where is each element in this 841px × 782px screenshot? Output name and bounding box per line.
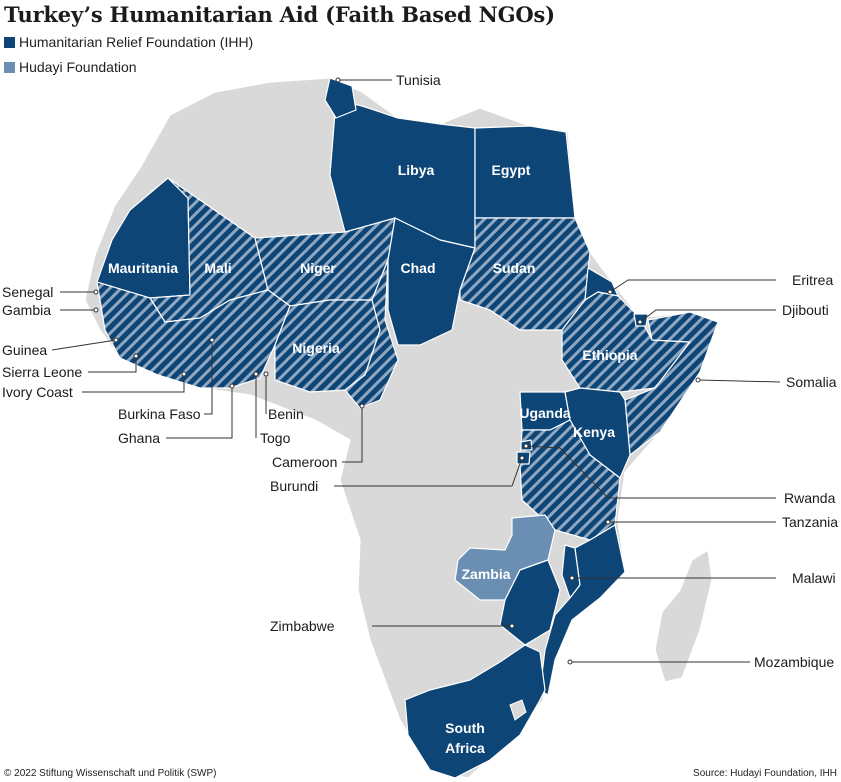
leader-burkina-faso <box>204 340 213 415</box>
leader-somalia <box>697 379 781 383</box>
leader-ivory-coast <box>82 374 185 393</box>
leader-guinea <box>51 339 117 351</box>
callout-ghana: Ghana <box>118 430 160 446</box>
callout-benin: Benin <box>268 406 304 422</box>
leader-djibouti <box>639 309 776 323</box>
label-libya: Libya <box>398 162 435 178</box>
callout-malawi: Malawi <box>792 570 836 586</box>
dot-guinea <box>113 337 119 343</box>
dot-tanzania <box>605 519 611 525</box>
callout-togo: Togo <box>260 430 291 446</box>
dot-gambia <box>93 307 99 313</box>
country-mozambique <box>539 524 626 696</box>
callout-zimbabwe: Zimbabwe <box>270 618 335 634</box>
label-nigeria: Nigeria <box>292 340 340 356</box>
label-niger: Niger <box>300 260 336 276</box>
leader-burundi <box>334 457 523 487</box>
dot-rwanda <box>523 443 529 449</box>
label-sudan: Sudan <box>493 260 536 276</box>
legend-swatch-ihh <box>4 36 15 48</box>
dot-togo <box>253 371 259 377</box>
leader-eritrea <box>609 279 776 293</box>
callout-djibouti: Djibouti <box>782 302 829 318</box>
legend-label-ihh: Humanitarian Relief Foundation (IHH) <box>19 34 254 50</box>
dot-sierra-leone <box>133 353 139 359</box>
footer-source: Source: Hudayi Foundation, IHH <box>693 768 837 779</box>
label-zambia: Zambia <box>461 566 510 582</box>
country-zambia <box>454 514 556 601</box>
callout-tanzania: Tanzania <box>782 514 838 530</box>
callout-burkina-faso: Burkina Faso <box>118 406 201 422</box>
callout-ivory-coast: Ivory Coast <box>2 384 73 400</box>
madagascar <box>654 549 713 683</box>
label-south-africa-line1: South <box>445 720 485 736</box>
label-chad: Chad <box>401 260 436 276</box>
dot-mozambique <box>567 659 573 665</box>
dot-tunisia <box>335 77 341 83</box>
leader-sierra-leone <box>88 356 137 373</box>
label-uganda: Uganda <box>519 405 571 421</box>
label-egypt: Egypt <box>492 162 531 178</box>
leader-ghana <box>166 386 233 439</box>
country-sudan <box>459 217 591 331</box>
country-chad <box>387 217 476 346</box>
country-egypt <box>474 125 576 219</box>
callout-mozambique: Mozambique <box>754 654 834 670</box>
dot-burundi <box>519 455 525 461</box>
legend-item-hudayi: Hudayi Foundation <box>4 55 253 79</box>
legend-item-ihh: Humanitarian Relief Foundation (IHH) <box>4 30 253 54</box>
dot-eritrea <box>607 289 613 295</box>
map-title: Turkey’s Humanitarian Aid (Faith Based N… <box>4 2 555 27</box>
country-lesotho <box>509 699 527 721</box>
label-mauritania: Mauritania <box>108 260 178 276</box>
legend: Humanitarian Relief Foundation (IHH) Hud… <box>4 30 253 80</box>
callout-guinea: Guinea <box>2 342 47 358</box>
dot-cameroon <box>359 403 365 409</box>
label-ethiopia: Ethiopia <box>582 347 637 363</box>
country-tunisia <box>324 77 357 119</box>
dot-senegal <box>93 289 99 295</box>
footer-copyright: © 2022 Stiftung Wissenschaft und Politik… <box>4 768 217 779</box>
leader-rwanda <box>525 445 776 499</box>
dot-zimbabwe <box>509 623 515 629</box>
dot-benin <box>263 371 269 377</box>
dot-burkina-faso <box>209 337 215 343</box>
callout-rwanda: Rwanda <box>784 490 836 506</box>
country-zimbabwe <box>499 559 561 646</box>
leader-cameroon <box>342 406 363 463</box>
callout-cameroon: Cameroon <box>272 454 337 470</box>
callout-burundi: Burundi <box>270 478 318 494</box>
callout-tunisia: Tunisia <box>396 72 441 88</box>
dot-ivory-coast <box>181 371 187 377</box>
callout-senegal: Senegal <box>2 284 53 300</box>
label-kenya: Kenya <box>573 424 615 440</box>
label-south-africa-line2: Africa <box>445 740 485 756</box>
dot-ghana <box>229 383 235 389</box>
label-mali: Mali <box>204 260 231 276</box>
dot-malawi <box>569 575 575 581</box>
callout-gambia: Gambia <box>2 302 51 318</box>
legend-label-hudayi: Hudayi Foundation <box>19 59 137 75</box>
callout-eritrea: Eritrea <box>792 272 833 288</box>
dot-djibouti <box>637 319 643 325</box>
callout-sierra-leone: Sierra Leone <box>2 364 82 380</box>
callout-somalia: Somalia <box>786 374 837 390</box>
country-cameroon <box>344 259 399 409</box>
country-south-africa <box>404 644 546 779</box>
legend-swatch-hudayi <box>4 61 15 73</box>
dot-somalia <box>695 377 701 383</box>
